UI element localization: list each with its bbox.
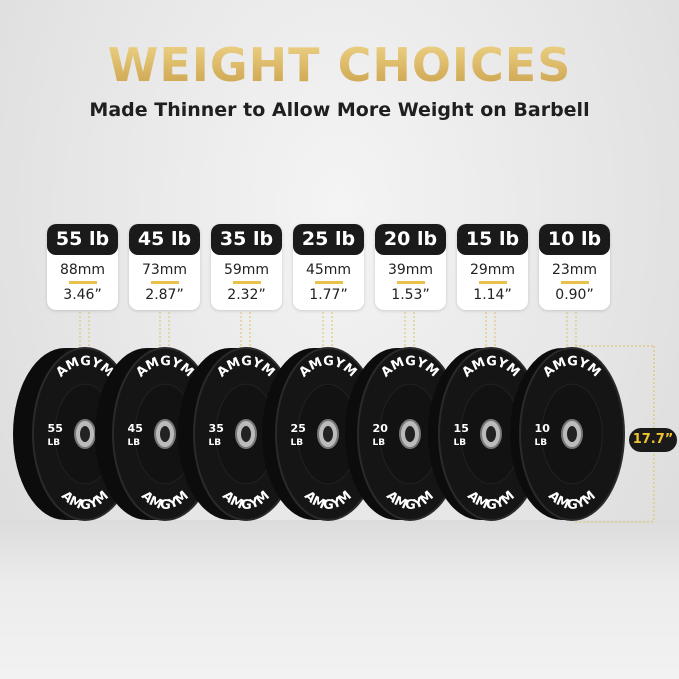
plate-unit: LB (48, 438, 61, 448)
thickness-mm: 73mm (141, 262, 188, 278)
thickness-mm: 29mm (469, 262, 516, 278)
page-title: WEIGHT CHOICES (0, 38, 679, 92)
thickness-inches: 0.90” (555, 287, 594, 303)
plate-weight-number: 35 (209, 422, 224, 435)
divider (150, 281, 179, 284)
plate-weight-number: 10 (535, 422, 551, 435)
weight-label: 20 lb (375, 224, 446, 255)
plate-unit: LB (535, 438, 548, 448)
plate-spec-card: 20 lb 39mm 1.53” (375, 224, 446, 310)
plate-unit: LB (454, 438, 467, 448)
thickness-inches: 2.87” (145, 287, 184, 303)
plate-spec-card: 25 lb 45mm 1.77” (293, 224, 364, 310)
weight-label: 10 lb (539, 224, 610, 255)
floor-background (0, 520, 679, 679)
divider (232, 281, 261, 284)
page-subtitle: Made Thinner to Allow More Weight on Bar… (89, 99, 590, 121)
divider (314, 281, 343, 284)
plate-unit: LB (291, 438, 304, 448)
plate-weight-number: 20 (373, 422, 389, 435)
plate-spec-card: 15 lb 29mm 1.14” (457, 224, 528, 310)
plate-weight-number: 55 (48, 422, 63, 435)
divider (478, 281, 507, 284)
plate-unit: LB (209, 438, 222, 448)
plate-weight-number: 15 (454, 422, 469, 435)
weight-label: 25 lb (293, 224, 364, 255)
thickness-mm: 45mm (305, 262, 352, 278)
diameter-badge: 17.7” (629, 428, 677, 452)
thickness-inches: 1.14” (473, 287, 512, 303)
weight-label: 15 lb (457, 224, 528, 255)
weight-label: 45 lb (129, 224, 200, 255)
divider (560, 281, 589, 284)
plate-unit: LB (373, 438, 386, 448)
thickness-mm: 39mm (387, 262, 434, 278)
plate-spec-card: 35 lb 59mm 2.32” (211, 224, 282, 310)
plate-unit: LB (128, 438, 141, 448)
plate-spec-card: 55 lb 88mm 3.46” (47, 224, 118, 310)
plate-weight-number: 25 (291, 422, 306, 435)
divider (396, 281, 425, 284)
thickness-inches: 1.53” (391, 287, 430, 303)
divider (68, 281, 97, 284)
thickness-inches: 3.46” (63, 287, 102, 303)
plate-spec-card: 45 lb 73mm 2.87” (129, 224, 200, 310)
plate-spec-card: 10 lb 23mm 0.90” (539, 224, 610, 310)
thickness-inches: 2.32” (227, 287, 266, 303)
thickness-mm: 23mm (551, 262, 598, 278)
weight-label: 35 lb (211, 224, 282, 255)
thickness-mm: 59mm (223, 262, 270, 278)
plate-weight-number: 45 (128, 422, 143, 435)
weight-label: 55 lb (47, 224, 118, 255)
thickness-inches: 1.77” (309, 287, 348, 303)
thickness-mm: 88mm (59, 262, 106, 278)
